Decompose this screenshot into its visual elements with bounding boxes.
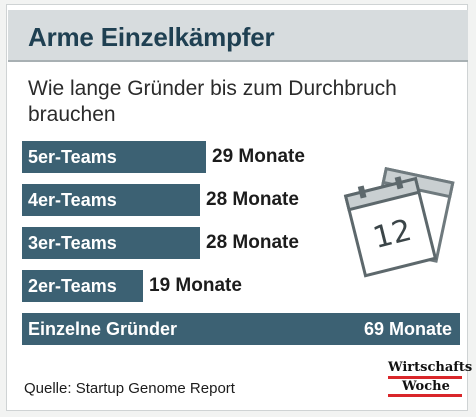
- bar-1: 5er-Teams: [22, 141, 206, 173]
- bar-category-label: 4er-Teams: [28, 190, 117, 210]
- logo-line-2: Woche: [388, 379, 462, 397]
- bar-4: 2er-Teams: [22, 270, 143, 302]
- bar-category-label: 5er-Teams: [28, 147, 117, 167]
- logo-line-1: Wirtschafts: [388, 360, 472, 379]
- bar-value-label: 69 Monate: [363, 319, 452, 339]
- bar-category-label: 3er-Teams: [28, 233, 117, 253]
- bar-category-label: Einzelne Gründer: [28, 319, 178, 339]
- bar-category-label: 2er-Teams: [28, 276, 117, 296]
- source-note: Quelle: Startup Genome Report: [24, 380, 235, 397]
- bar-5: Einzelne Gründer 69 Monate: [22, 313, 460, 345]
- bar-value-label: 28 Monate: [206, 189, 299, 210]
- bar-value-label: 28 Monate: [206, 232, 299, 253]
- title-band: [8, 10, 468, 62]
- bar-2: 4er-Teams: [22, 184, 200, 216]
- bar-value-label: 29 Monate: [212, 146, 305, 167]
- chart-subtitle: Wie lange Gründer bis zum Durchbruch bra…: [28, 77, 397, 126]
- chart-title: Arme Einzelkämpfer: [28, 22, 275, 52]
- bar-3: 3er-Teams: [22, 227, 200, 259]
- publisher-logo: Wirtschafts Woche: [388, 360, 472, 397]
- calendar-icon: 12: [343, 166, 455, 278]
- bar-value-label: 19 Monate: [149, 275, 242, 296]
